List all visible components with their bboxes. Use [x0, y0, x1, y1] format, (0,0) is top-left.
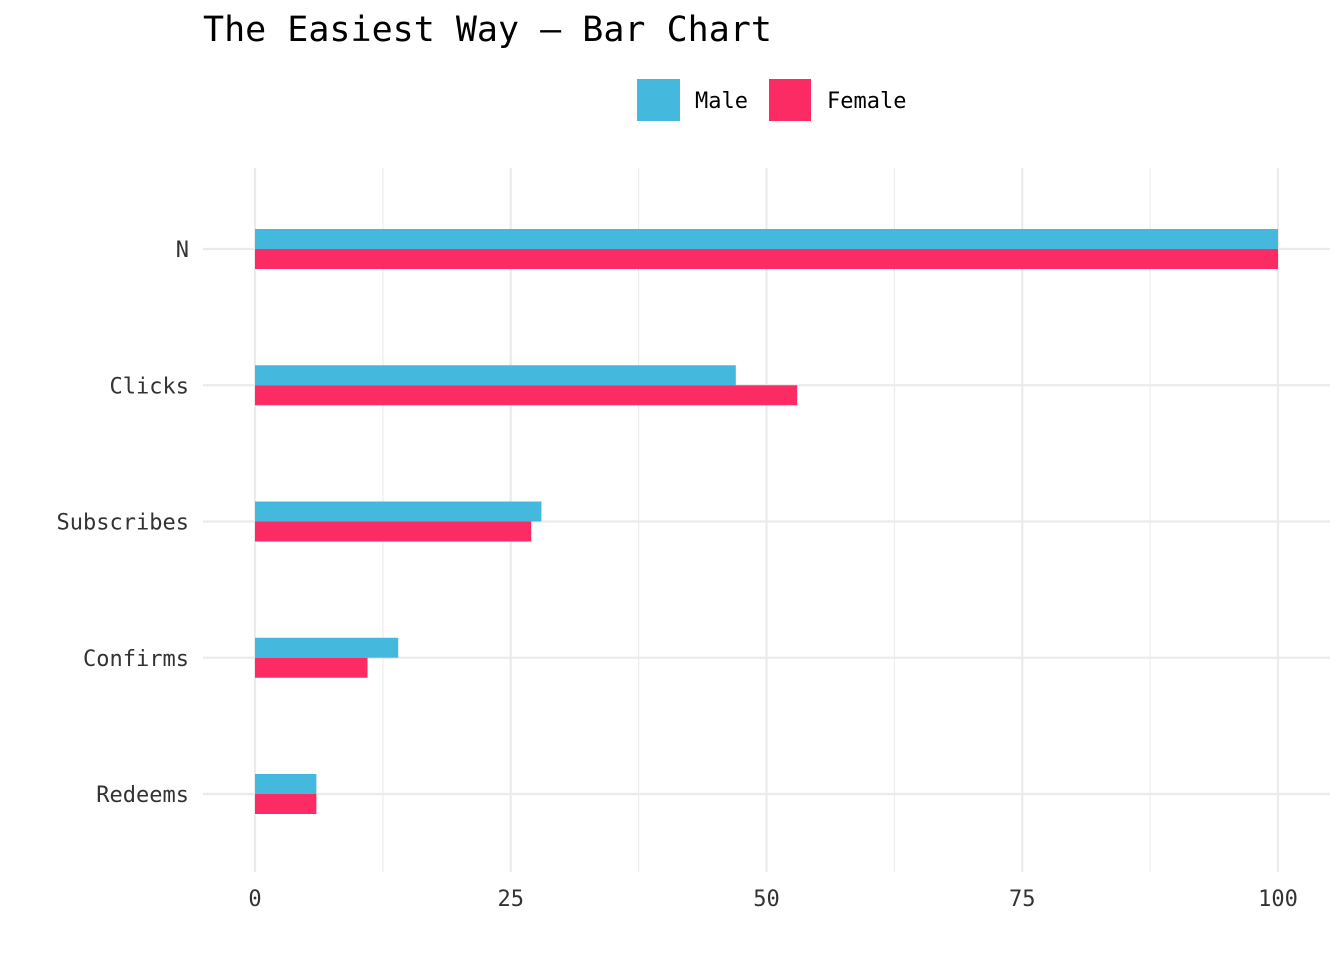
chart-title: The Easiest Way – Bar Chart — [203, 10, 772, 50]
bar-male-confirms — [255, 637, 399, 658]
y-tick-label: Confirms — [83, 647, 189, 672]
y-tick-label: Clicks — [110, 374, 189, 399]
bar-female-redeems — [255, 794, 317, 814]
y-tick-label: Subscribes — [57, 511, 189, 536]
legend-swatch-female — [769, 79, 811, 121]
x-tick-label: 0 — [248, 887, 261, 912]
y-tick-label: N — [176, 238, 189, 263]
legend-swatch-male — [637, 79, 680, 121]
bars — [255, 229, 1278, 814]
bar-male-n — [255, 229, 1278, 249]
bar-female-subscribes — [255, 521, 532, 542]
bar-male-subscribes — [255, 501, 542, 522]
bar-male-clicks — [255, 365, 736, 386]
x-tick-label: 25 — [498, 887, 525, 912]
x-tick-label: 75 — [1009, 887, 1036, 912]
bar-female-clicks — [255, 385, 798, 406]
x-tick-label: 100 — [1258, 887, 1298, 912]
legend-label-male: Male — [695, 89, 748, 114]
y-axis-ticks: N Clicks Subscribes Confirms Redeems — [57, 238, 189, 808]
x-axis-ticks: 0 25 50 75 100 — [248, 887, 1298, 912]
bar-female-confirms — [255, 657, 368, 678]
bar-male-redeems — [255, 774, 317, 794]
y-tick-label: Redeems — [96, 783, 189, 808]
legend: Male Female — [637, 79, 906, 121]
bar-female-n — [255, 249, 1278, 269]
legend-label-female: Female — [827, 89, 906, 114]
x-tick-label: 50 — [753, 887, 780, 912]
